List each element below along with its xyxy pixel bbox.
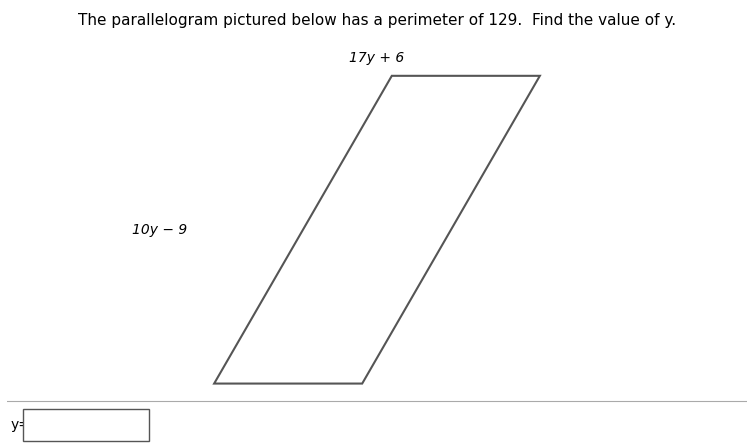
Text: 10y − 9: 10y − 9 (131, 223, 187, 237)
FancyBboxPatch shape (23, 409, 149, 441)
Text: The parallelogram pictured below has a perimeter of 129.  Find the value of y.: The parallelogram pictured below has a p… (78, 13, 676, 29)
Polygon shape (214, 76, 540, 384)
Text: y=: y= (11, 417, 30, 432)
Text: 17y + 6: 17y + 6 (349, 51, 405, 65)
